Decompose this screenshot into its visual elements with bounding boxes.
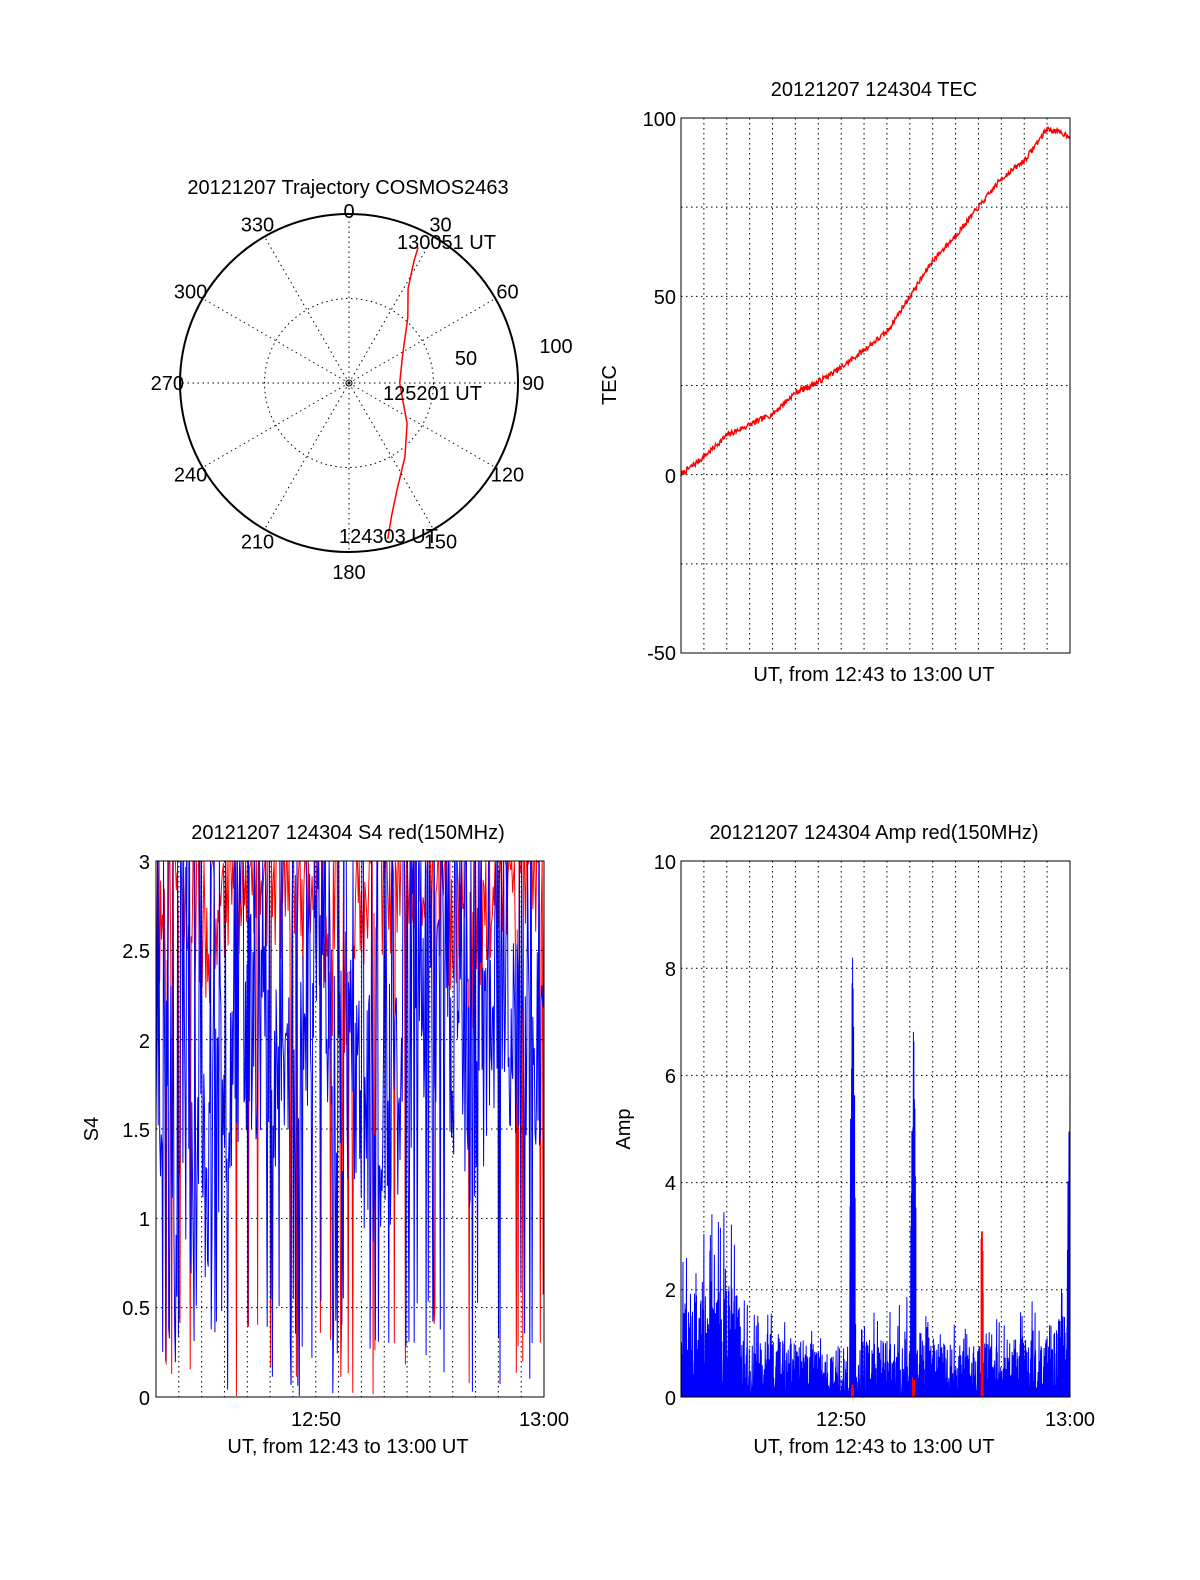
s4-xtick-1300: 13:00 xyxy=(519,1409,569,1431)
s4-ytick-2: 2 xyxy=(139,1031,150,1053)
amp-ylabel: Amp xyxy=(613,1108,635,1149)
polar-spoke-60 xyxy=(348,298,496,384)
amp-red-burst-3 xyxy=(980,1231,984,1397)
polar-azimuth-label-30: 30 xyxy=(429,215,451,237)
polar-center-marker xyxy=(345,379,353,387)
polar-azimuth-labels: 0 30 60 90 120 150 180 210 240 270 300 330 xyxy=(151,201,545,584)
trajectory-line xyxy=(387,247,419,539)
s4-ytick-3: 3 xyxy=(139,852,150,874)
polar-spoke-150 xyxy=(348,382,434,530)
trajectory-label-start: 124303 UT xyxy=(339,526,438,548)
trajectory-label-middle: 125201 UT xyxy=(383,383,482,405)
s4-ytick-1: 1 xyxy=(139,1209,150,1231)
polar-title: 20121207 Trajectory COSMOS2463 xyxy=(187,177,508,199)
s4-blue-series-line xyxy=(155,860,545,1397)
polar-azimuth-label-90: 90 xyxy=(522,373,544,395)
polar-outer-circle xyxy=(179,213,519,553)
s4-xtick-1250: 12:50 xyxy=(291,1409,341,1431)
s4-ytick-0.5: 0.5 xyxy=(122,1298,150,1320)
amp-plot-frame xyxy=(680,860,1071,1398)
s4-ytick-2.5: 2.5 xyxy=(122,941,150,963)
tec-panel: 20121207 124304 TEC 100 50 0 -50 TEC UT,… xyxy=(599,79,1071,686)
amp-series xyxy=(680,957,1071,1399)
polar-azimuth-label-60: 60 xyxy=(496,282,518,304)
polar-ring-label-100: 100 xyxy=(539,336,572,358)
amp-ytick-8: 8 xyxy=(665,959,676,981)
amp-panel: 20121207 124304 Amp red(150MHz) 10 8 6 4… xyxy=(613,822,1095,1458)
amp-red-burst-2 xyxy=(911,1377,916,1397)
polar-grid xyxy=(180,214,518,552)
amp-ytick-10: 10 xyxy=(654,852,676,874)
s4-plot-frame xyxy=(155,860,545,1398)
polar-azimuth-label-0: 0 xyxy=(343,201,354,223)
s4-title: 20121207 124304 S4 red(150MHz) xyxy=(191,822,505,844)
polar-azimuth-label-120: 120 xyxy=(491,465,524,487)
tec-ytick-100: 100 xyxy=(643,109,676,131)
polar-azimuth-label-270: 270 xyxy=(151,373,184,395)
amp-xlabel: UT, from 12:43 to 13:00 UT xyxy=(753,1436,994,1458)
amp-ytick-2: 2 xyxy=(665,1280,676,1302)
polar-azimuth-label-330: 330 xyxy=(241,215,274,237)
s4-panel: 20121207 124304 S4 red(150MHz) 3 2.5 2 1… xyxy=(81,822,569,1458)
tec-xlabel: UT, from 12:43 to 13:00 UT xyxy=(753,664,994,686)
tec-title: 20121207 124304 TEC xyxy=(771,79,977,101)
amp-ytick-6: 6 xyxy=(665,1066,676,1088)
polar-azimuth-label-300: 300 xyxy=(174,282,207,304)
polar-azimuth-label-150: 150 xyxy=(424,531,457,553)
polar-panel: 20121207 Trajectory COSMOS2463 0 30 60 90 12… xyxy=(151,177,573,584)
amp-ytick-0: 0 xyxy=(665,1388,676,1410)
amp-blue-series-line xyxy=(680,957,1071,1399)
tec-ytick-50: 50 xyxy=(654,287,676,309)
polar-azimuth-label-240: 240 xyxy=(174,465,207,487)
amp-red-burst-1 xyxy=(850,1384,854,1397)
polar-azimuth-label-180: 180 xyxy=(332,562,365,584)
polar-spoke-30 xyxy=(348,236,434,384)
s4-ytick-0: 0 xyxy=(139,1388,150,1410)
trajectory-label-end: 130051 UT xyxy=(397,232,496,254)
amp-ytick-4: 4 xyxy=(665,1173,676,1195)
polar-ring-50 xyxy=(264,298,434,468)
s4-series xyxy=(155,859,545,1397)
tec-ytick-0: 0 xyxy=(665,466,676,488)
tec-ylabel: TEC xyxy=(599,365,621,405)
s4-ylabel: S4 xyxy=(81,1117,103,1141)
amp-title: 20121207 124304 Amp red(150MHz) xyxy=(709,822,1038,844)
polar-spoke-330 xyxy=(264,236,350,384)
polar-spoke-120 xyxy=(348,382,496,468)
s4-xlabel: UT, from 12:43 to 13:00 UT xyxy=(227,1436,468,1458)
polar-spoke-300 xyxy=(202,298,350,384)
tec-series-line xyxy=(680,126,1071,477)
polar-azimuth-label-210: 210 xyxy=(241,531,274,553)
tec-grid xyxy=(681,118,1070,653)
tec-plot-frame xyxy=(680,117,1071,654)
tec-ytick-neg50: -50 xyxy=(647,643,676,665)
polar-spoke-210 xyxy=(264,382,350,530)
polar-spoke-240 xyxy=(202,382,350,468)
s4-ytick-1.5: 1.5 xyxy=(122,1120,150,1142)
amp-xtick-1300: 13:00 xyxy=(1045,1409,1095,1431)
polar-ring-label-50: 50 xyxy=(455,348,477,370)
amp-xtick-1250: 12:50 xyxy=(816,1409,866,1431)
